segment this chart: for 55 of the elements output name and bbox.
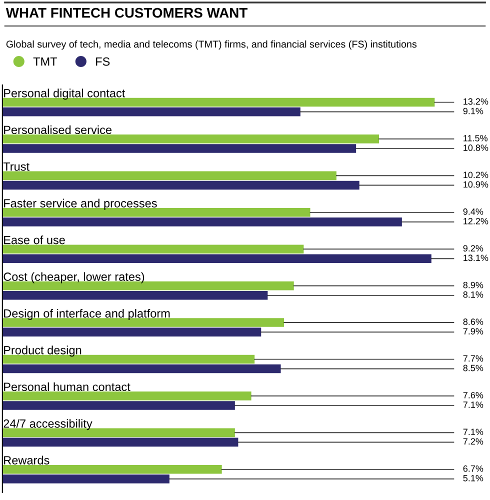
data-label: 12.2%: [464, 218, 488, 224]
bar: [2, 290, 268, 300]
bar: [2, 464, 222, 474]
data-label: 10.9%: [464, 181, 488, 188]
data-label: 10.2%: [464, 172, 488, 178]
bar: [2, 180, 360, 190]
data-label: 7.6%: [463, 392, 484, 398]
data-label: 8.1%: [463, 291, 484, 298]
data-label: 6.7%: [463, 465, 484, 472]
y-tick-label: Personal digital contact: [4, 88, 126, 100]
y-tick-label: Rewards: [4, 456, 50, 464]
data-label: 7.9%: [463, 328, 484, 334]
bar: [2, 474, 170, 484]
data-label: 7.1%: [463, 428, 484, 436]
y-tick-label: 24/7 accessibility: [4, 419, 92, 430]
data-label: 13.1%: [464, 254, 488, 262]
bar: [2, 328, 262, 336]
bar: [2, 134, 380, 144]
data-label: 8.5%: [463, 364, 484, 372]
y-tick-label: Personal human contact: [4, 382, 130, 392]
data-label: 9.1%: [463, 108, 484, 114]
y-tick-label: Trust: [3, 162, 30, 171]
chart-subtitle: Global survey of tech, media and telecoms (TMT) firms, and financial services (FS) institutions: [6, 40, 417, 50]
y-tick-label: Design of interface and platform: [4, 308, 170, 320]
bar: [2, 244, 304, 254]
bar: [2, 318, 284, 327]
data-label: 5.1%: [463, 474, 484, 482]
y-tick-label: Personalised service: [4, 125, 112, 134]
bar: [2, 364, 281, 374]
bar: [2, 428, 235, 438]
y-tick-label: Cost (cheaper, lower rates): [4, 272, 144, 284]
y-tick-label: Product design: [4, 346, 82, 357]
legend-label: FS: [96, 57, 110, 66]
data-label: 8.9%: [463, 282, 484, 288]
data-label: 7.1%: [463, 402, 484, 408]
bar: [2, 107, 300, 116]
data-label: 10.8%: [464, 144, 488, 151]
y-tick-label: Faster service and processes: [4, 198, 157, 210]
bar: [2, 254, 432, 264]
data-label: 7.2%: [463, 438, 484, 445]
bar: [2, 392, 252, 400]
data-label: 9.4%: [463, 208, 484, 215]
legend-label: TMT: [33, 58, 58, 66]
bar: [2, 401, 235, 410]
data-label: 11.5%: [464, 135, 488, 142]
data-label: 8.6%: [463, 318, 484, 325]
bar: [2, 144, 356, 153]
data-label: 7.7%: [463, 355, 484, 362]
bar: [2, 438, 238, 447]
y-tick-label: Ease of use: [4, 236, 65, 244]
chart-title: WHAT FINTECH CUSTOMERS WANT: [6, 8, 248, 18]
bar: [2, 171, 336, 180]
data-label: 13.2%: [464, 98, 488, 105]
data-label: 9.2%: [463, 245, 484, 252]
bar: [2, 218, 402, 226]
